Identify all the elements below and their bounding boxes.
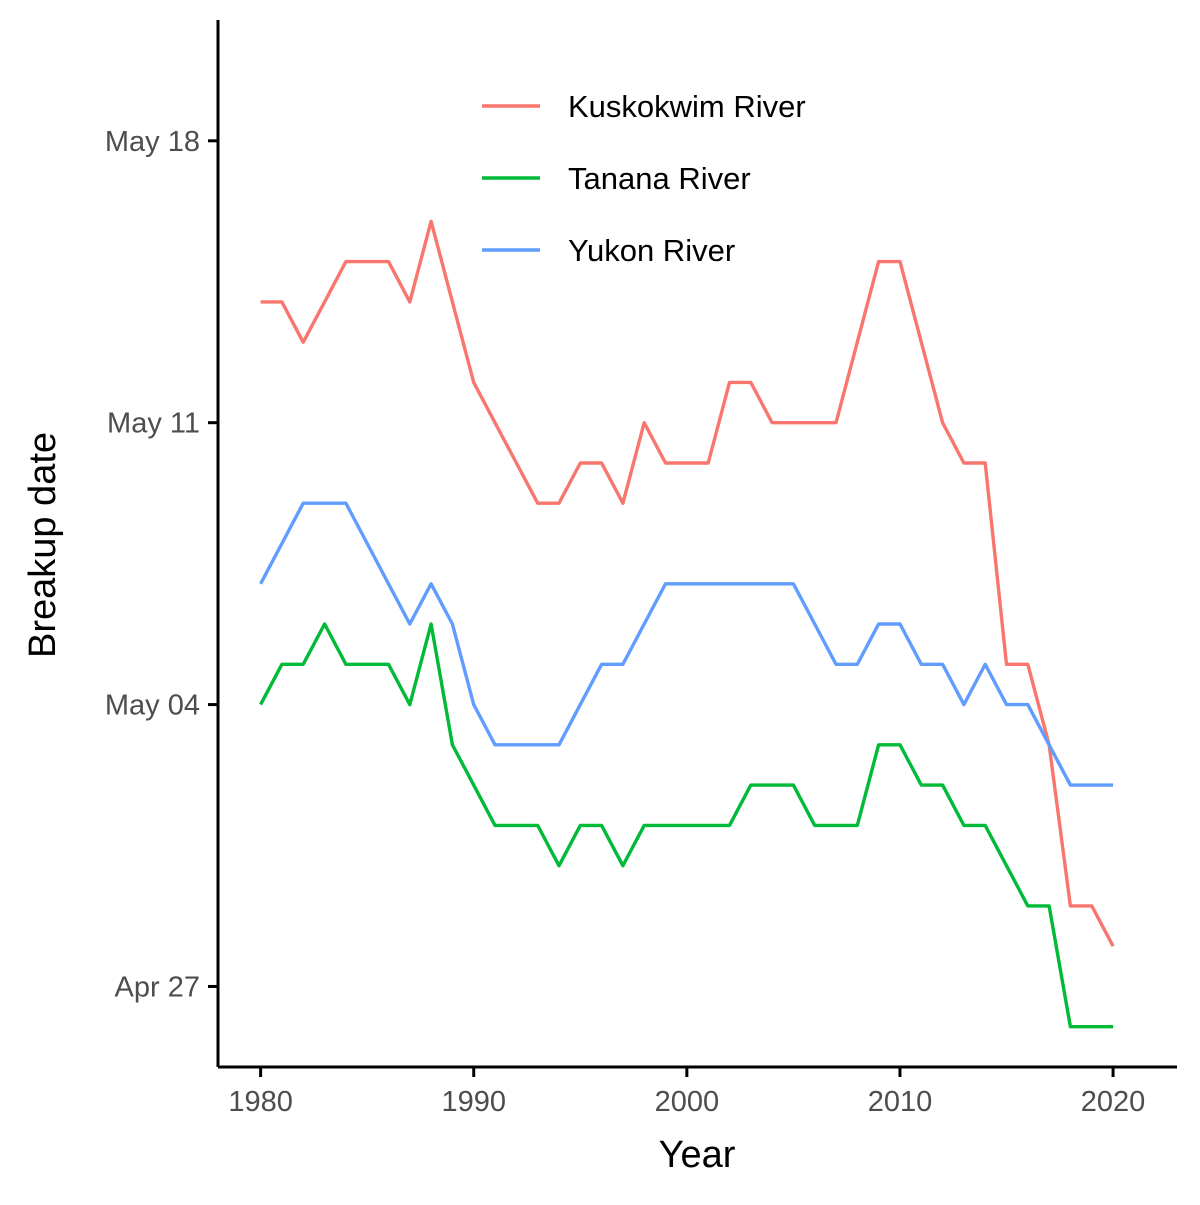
y-tick-label: May 11 xyxy=(107,408,200,440)
legend-item-yukon-river: Yukon River xyxy=(482,233,735,268)
legend-label: Yukon River xyxy=(568,233,735,268)
ticks: 1980 1990 2000 2010 2020 Apr 27 May 04 May 11 Ma… xyxy=(105,126,1145,1118)
legend-label: Kuskokwim River xyxy=(568,89,806,124)
series-line-yukon-river xyxy=(259,501,1114,787)
legend-label: Tanana River xyxy=(568,161,751,196)
axes xyxy=(216,20,1177,1069)
x-tick-label: 2010 xyxy=(868,1086,933,1118)
x-tick-label: 1980 xyxy=(228,1086,293,1118)
legend: Kuskokwim River Tanana River Yukon River xyxy=(482,89,806,268)
y-axis-title: Breakup date xyxy=(22,432,64,658)
series-line-kuskokwim-river xyxy=(260,219,1115,947)
x-tick-label: 1990 xyxy=(441,1086,506,1118)
y-tick-label: May 18 xyxy=(105,126,200,158)
y-tick-label: May 04 xyxy=(105,690,200,722)
series-line-tanana-river xyxy=(259,622,1114,1029)
y-tick-label: Apr 27 xyxy=(115,971,200,1003)
legend-item-tanana-river: Tanana River xyxy=(482,161,751,196)
x-tick-label: 2020 xyxy=(1081,1086,1146,1118)
x-tick-label: 2000 xyxy=(655,1086,720,1118)
x-axis-title: Year xyxy=(659,1134,736,1176)
legend-item-kuskokwim-river: Kuskokwim River xyxy=(482,89,806,124)
series xyxy=(259,219,1115,1029)
